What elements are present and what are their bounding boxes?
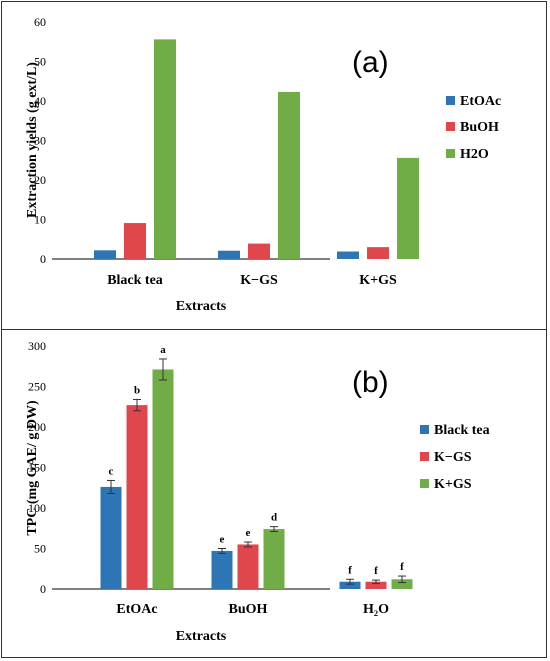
bar: [124, 223, 146, 259]
y-tick-label: 10: [34, 213, 46, 227]
significance-label: e: [220, 534, 225, 546]
y-axis-label: TPC (mg GAE/ g DW): [25, 400, 40, 536]
y-tick-label: 0: [40, 252, 46, 266]
bar: [397, 157, 419, 259]
x-tick-label: Black tea: [107, 273, 163, 288]
y-tick-label: 60: [34, 15, 46, 29]
bar: [339, 581, 361, 589]
legend-swatch: [446, 149, 455, 158]
y-tick-label: 40: [34, 94, 46, 108]
panel-label: (b): [352, 366, 389, 399]
bar: [211, 550, 233, 589]
x-tick-label: K−GS: [240, 273, 278, 288]
x-tick-label: K+GS: [359, 273, 397, 288]
legend-swatch: [420, 479, 429, 488]
bar: [337, 251, 359, 259]
significance-label: a: [160, 344, 166, 356]
bar: [218, 250, 240, 259]
bar: [100, 486, 122, 589]
significance-label: b: [134, 384, 140, 396]
bar: [237, 544, 259, 589]
significance-label: f: [400, 561, 404, 573]
bar: [126, 405, 148, 589]
legend-swatch: [420, 452, 429, 461]
y-axis-label: Extraction yields (g ext/L): [25, 62, 40, 218]
bar: [94, 250, 116, 259]
y-tick-label: 300: [28, 339, 46, 353]
panel-label: (a): [352, 46, 389, 79]
bar: [152, 369, 174, 589]
legend-label: Black tea: [434, 423, 490, 438]
y-tick-label: 30: [34, 134, 46, 148]
y-tick-label: 250: [28, 380, 46, 394]
y-tick-label: 200: [28, 420, 46, 434]
y-tick-label: 150: [28, 461, 46, 475]
legend-label: EtOAc: [460, 94, 501, 109]
x-axis-label: Extracts: [176, 299, 227, 314]
y-tick-label: 100: [28, 501, 46, 515]
significance-label: f: [348, 564, 352, 576]
bar: [263, 529, 285, 589]
bar: [365, 581, 387, 589]
legend-swatch: [446, 96, 455, 105]
legend-swatch: [420, 425, 429, 434]
legend-label: H2O: [460, 147, 489, 162]
x-tick-label: BuOH: [229, 602, 268, 617]
significance-label: d: [271, 512, 277, 524]
y-tick-label: 50: [34, 55, 46, 69]
legend-label: K+GS: [434, 477, 472, 492]
panel-divider: [1, 329, 547, 330]
x-axis-label: Extracts: [176, 629, 227, 644]
legend-label: BuOH: [460, 120, 499, 135]
bar: [391, 579, 413, 589]
legend-label: K−GS: [434, 450, 472, 465]
y-tick-label: 20: [34, 173, 46, 187]
bar: [367, 247, 389, 259]
bar: [154, 39, 176, 259]
x-tick-label: EtOAc: [116, 602, 157, 617]
significance-label: c: [109, 465, 114, 477]
y-tick-label: 0: [40, 582, 46, 596]
legend-swatch: [446, 122, 455, 131]
significance-label: e: [246, 527, 251, 539]
bar: [248, 243, 270, 259]
bar: [278, 91, 300, 259]
y-tick-label: 50: [34, 542, 46, 556]
significance-label: f: [374, 565, 378, 577]
x-tick-label: H₂O: [363, 602, 389, 617]
